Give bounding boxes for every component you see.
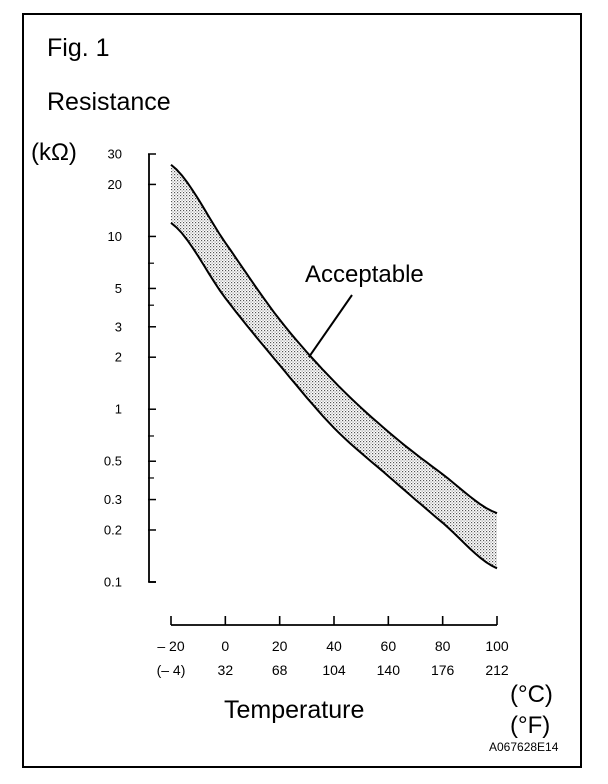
y-tick-label: 30 [108, 147, 122, 162]
x-tick-label-celsius: 80 [435, 638, 451, 654]
annotation-leader-line [308, 294, 353, 358]
x-axis-title: Temperature [224, 696, 365, 724]
x-tick-label-celsius: 20 [272, 638, 288, 654]
x-tick-label-celsius: 40 [326, 638, 342, 654]
x-tick-label-celsius: 0 [221, 638, 229, 654]
y-tick-label: 5 [115, 281, 122, 296]
y-tick-label: 0.1 [104, 575, 122, 590]
y-tick-label: 1 [115, 402, 122, 417]
x-tick-label-fahrenheit: 212 [485, 662, 509, 678]
acceptable-band [171, 164, 497, 569]
figure-frame [22, 13, 582, 768]
y-tick-label: 0.5 [104, 454, 122, 469]
upper-limit-curve [170, 163, 498, 515]
x-tick-label-celsius: – 20 [157, 638, 184, 654]
x-tick-label-fahrenheit: 68 [272, 662, 288, 678]
x-tick-label-fahrenheit: 104 [322, 662, 346, 678]
y-tick-label: 10 [108, 229, 122, 244]
x-tick-label-celsius: 100 [485, 638, 509, 654]
x-tick-label-fahrenheit: 32 [218, 662, 234, 678]
y-tick-label: 2 [115, 350, 122, 365]
y-tick-label: 3 [115, 319, 122, 334]
y-axis-title: Resistance [47, 88, 171, 116]
y-tick-label: 0.2 [104, 522, 122, 537]
x-tick-label-celsius: 60 [381, 638, 397, 654]
annotation-label: Acceptable [305, 261, 424, 288]
y-tick-label: 20 [108, 177, 122, 192]
x-axis-unit-fahrenheit: (°F) [510, 712, 551, 739]
figure-label: Fig. 1 [47, 34, 110, 62]
y-axis-unit: (kΩ) [31, 139, 77, 166]
y-tick-label: 0.3 [104, 492, 122, 507]
figure-code: A067628E14 [489, 740, 559, 754]
x-axis-unit-celsius: (°C) [510, 681, 553, 708]
x-tick-label-fahrenheit: 176 [431, 662, 455, 678]
x-tick-label-fahrenheit: (– 4) [157, 662, 186, 678]
x-tick-label-fahrenheit: 140 [377, 662, 401, 678]
lower-limit-curve [170, 222, 498, 570]
